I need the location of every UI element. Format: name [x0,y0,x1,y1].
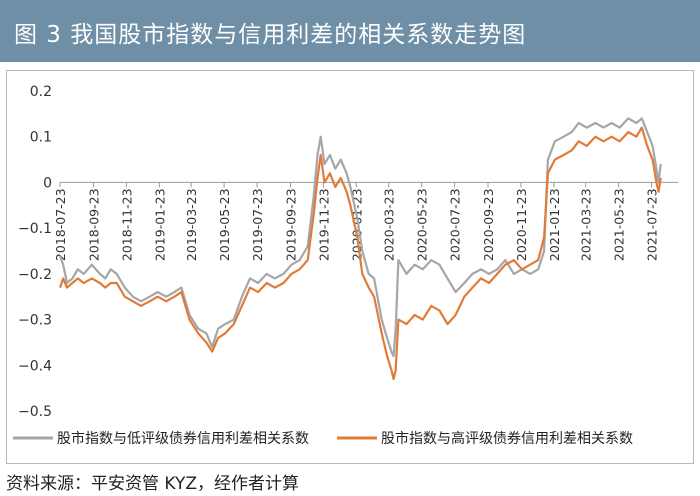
x-tick-label: 2019-09-23 [283,188,298,261]
x-tick-label: 2019-07-23 [250,188,265,261]
y-tick-label: −0.2 [18,267,52,283]
x-tick-label: 2021-01-23 [547,188,562,261]
x-tick-label: 2019-01-23 [152,188,167,261]
x-tick-label: 2021-03-23 [579,188,594,261]
source-note: 资料来源：平安资管 KYZ，经作者计算 [6,474,299,494]
x-tick-label: 2020-05-23 [415,188,430,261]
y-tick-label: 0.1 [30,130,52,146]
x-tick-label: 2018-11-23 [119,188,134,261]
x-tick-label: 2019-05-23 [217,188,232,261]
y-tick-label: −0.4 [18,358,52,374]
y-tick-label: 0.2 [30,84,52,100]
y-tick-label: −0.3 [18,313,52,329]
figure-title: 图 3 我国股市指数与信用利差的相关系数走势图 [14,22,527,48]
legend-label: 股市指数与高评级债券信用利差相关系数 [381,430,633,447]
y-tick-label: 0 [43,175,52,191]
x-tick-label: 2018-09-23 [86,188,101,261]
legend-label: 股市指数与低评级债券信用利差相关系数 [57,430,309,447]
chart-svg: 0.2 0.1 0 −0.1 −0.2 −0.3 −0.4 −0.5 2018-07-23 201… [13,84,678,447]
x-tick-label: 2021-07-23 [645,188,660,261]
x-tick-label: 2019-11-23 [316,188,331,261]
y-tick-label: −0.5 [18,404,52,420]
x-tick-label: 2020-03-23 [382,188,397,261]
chart-frame: 0.2 0.1 0 −0.1 −0.2 −0.3 −0.4 −0.5 2018-07-23 201… [6,70,694,464]
series-line-low-rating [58,117,662,358]
x-tick-label: 2021-05-23 [612,188,627,261]
title-bar: 图 3 我国股市指数与信用利差的相关系数走势图 [0,0,700,62]
y-tick-label: −0.1 [18,221,52,237]
x-tick-label: 2020-07-23 [448,188,463,261]
series-line-high-rating [58,126,662,381]
x-tick-label: 2020-09-23 [481,188,496,261]
x-tick-label: 2020-11-23 [514,188,529,261]
x-tick-label: 2019-03-23 [184,188,199,261]
x-tick-label: 2018-07-23 [53,188,68,261]
